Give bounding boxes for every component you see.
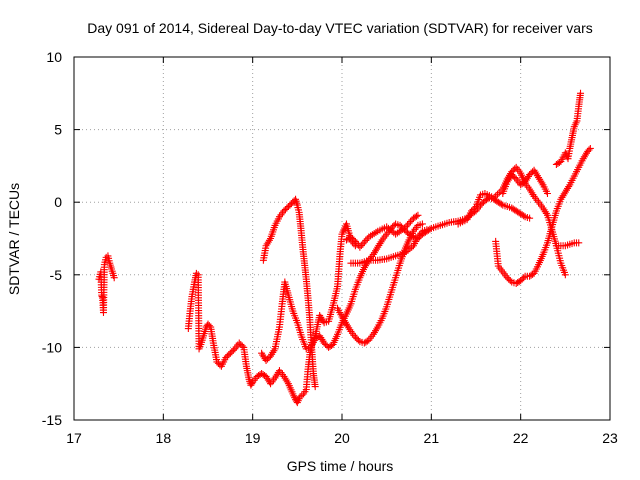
data-point-marker: [390, 221, 398, 229]
plot-frame: [73, 56, 611, 421]
chart-title: Day 091 of 2014, Sidereal Day-to-day VTE…: [87, 20, 593, 36]
x-tick-label: 23: [602, 430, 618, 446]
y-tick-label: -5: [50, 267, 63, 283]
data-point-marker: [235, 339, 243, 347]
data-point-marker: [478, 200, 486, 208]
data-point-marker: [586, 144, 594, 152]
data-point-marker: [360, 238, 368, 246]
data-point-marker: [505, 275, 513, 283]
data-point-marker: [418, 220, 426, 228]
data-point-marker: [511, 174, 519, 182]
data-point-marker: [237, 340, 245, 348]
data-point-marker: [286, 201, 294, 209]
data-point-marker: [468, 207, 476, 215]
y-tick-label: 5: [54, 122, 62, 138]
data-point-marker: [508, 171, 516, 179]
data-point-marker: [348, 235, 356, 242]
data-point-marker: [402, 223, 410, 231]
data-point-marker: [356, 243, 364, 251]
y-axis-label: SDTVAR / TECUs: [6, 183, 22, 295]
y-tick-label: 0: [54, 194, 62, 210]
data-point-marker: [543, 189, 551, 197]
data-point-marker: [404, 221, 412, 229]
data-point-marker: [347, 233, 355, 241]
data-point-marker: [577, 89, 585, 97]
y-tick-label: -15: [42, 412, 62, 428]
data-point-marker: [264, 355, 272, 363]
data-point-marker: [353, 335, 361, 343]
data-point-marker: [226, 349, 234, 357]
y-tick-label: -10: [42, 339, 62, 355]
x-tick-label: 18: [156, 430, 172, 446]
data-point-marker: [311, 383, 319, 391]
data-point-marker: [110, 274, 118, 282]
data-point-marker: [520, 274, 528, 282]
data-point-marker: [520, 212, 528, 220]
data-point-marker: [320, 339, 328, 347]
data-point-marker: [509, 172, 517, 180]
data-point-marker: [357, 242, 365, 250]
data-point-marker: [527, 169, 535, 177]
data-point-marker: [423, 226, 431, 234]
data-point-marker: [238, 342, 246, 350]
x-tick-label: 21: [424, 430, 440, 446]
data-point-marker: [526, 214, 534, 222]
x-tick-label: 22: [513, 430, 529, 446]
data-point-marker: [575, 239, 583, 247]
data-point-marker: [471, 204, 479, 212]
data-point-marker: [363, 337, 371, 345]
data-point-marker: [359, 240, 367, 248]
data-point-marker: [222, 354, 230, 362]
data-point-marker: [229, 346, 237, 354]
data-point-marker: [262, 356, 270, 364]
data-point-marker: [322, 340, 330, 348]
x-tick-label: 19: [245, 430, 261, 446]
x-tick-label: 20: [334, 430, 350, 446]
data-point-marker: [401, 224, 409, 232]
axes: [73, 56, 611, 421]
data-point-marker: [396, 221, 404, 229]
data-point-marker: [497, 200, 505, 208]
data-point-marker: [412, 212, 420, 220]
data-point-marker: [351, 333, 359, 341]
data-point-marker: [506, 277, 514, 285]
data-point-marker: [284, 203, 292, 211]
data-point-marker: [214, 359, 222, 367]
x-tick-label: 17: [66, 430, 82, 446]
data-point-marker: [281, 205, 289, 213]
data-point-marker: [561, 271, 569, 279]
data-point-marker: [280, 207, 288, 215]
data-point-marker: [414, 211, 422, 219]
data-point-marker: [354, 336, 362, 344]
data-point-marker: [526, 171, 534, 179]
x-tick-labels: 17 18 19 20 21 22 23: [66, 430, 618, 446]
data-point-marker: [283, 204, 291, 212]
data-point-marker: [228, 348, 236, 356]
x-axis-label: GPS time / hours: [287, 458, 394, 474]
data-point-marker: [225, 351, 233, 359]
data-point-marker: [223, 352, 231, 360]
data-point-marker: [213, 358, 221, 366]
y-tick-label: 10: [46, 49, 62, 65]
data-point-marker: [406, 218, 414, 226]
data-point-marker: [518, 275, 526, 283]
data-points: [95, 89, 594, 407]
data-point-marker: [517, 277, 525, 285]
data-point-marker: [350, 236, 358, 244]
grid-lines: [74, 57, 610, 420]
y-tick-labels: -15 -10 -5 0 5 10: [42, 49, 62, 428]
data-point-marker: [585, 146, 593, 154]
data-point-marker: [362, 236, 370, 244]
data-point-marker: [469, 205, 477, 213]
data-point-marker: [405, 219, 413, 227]
data-point-marker: [205, 322, 213, 330]
data-point-marker: [503, 274, 511, 282]
